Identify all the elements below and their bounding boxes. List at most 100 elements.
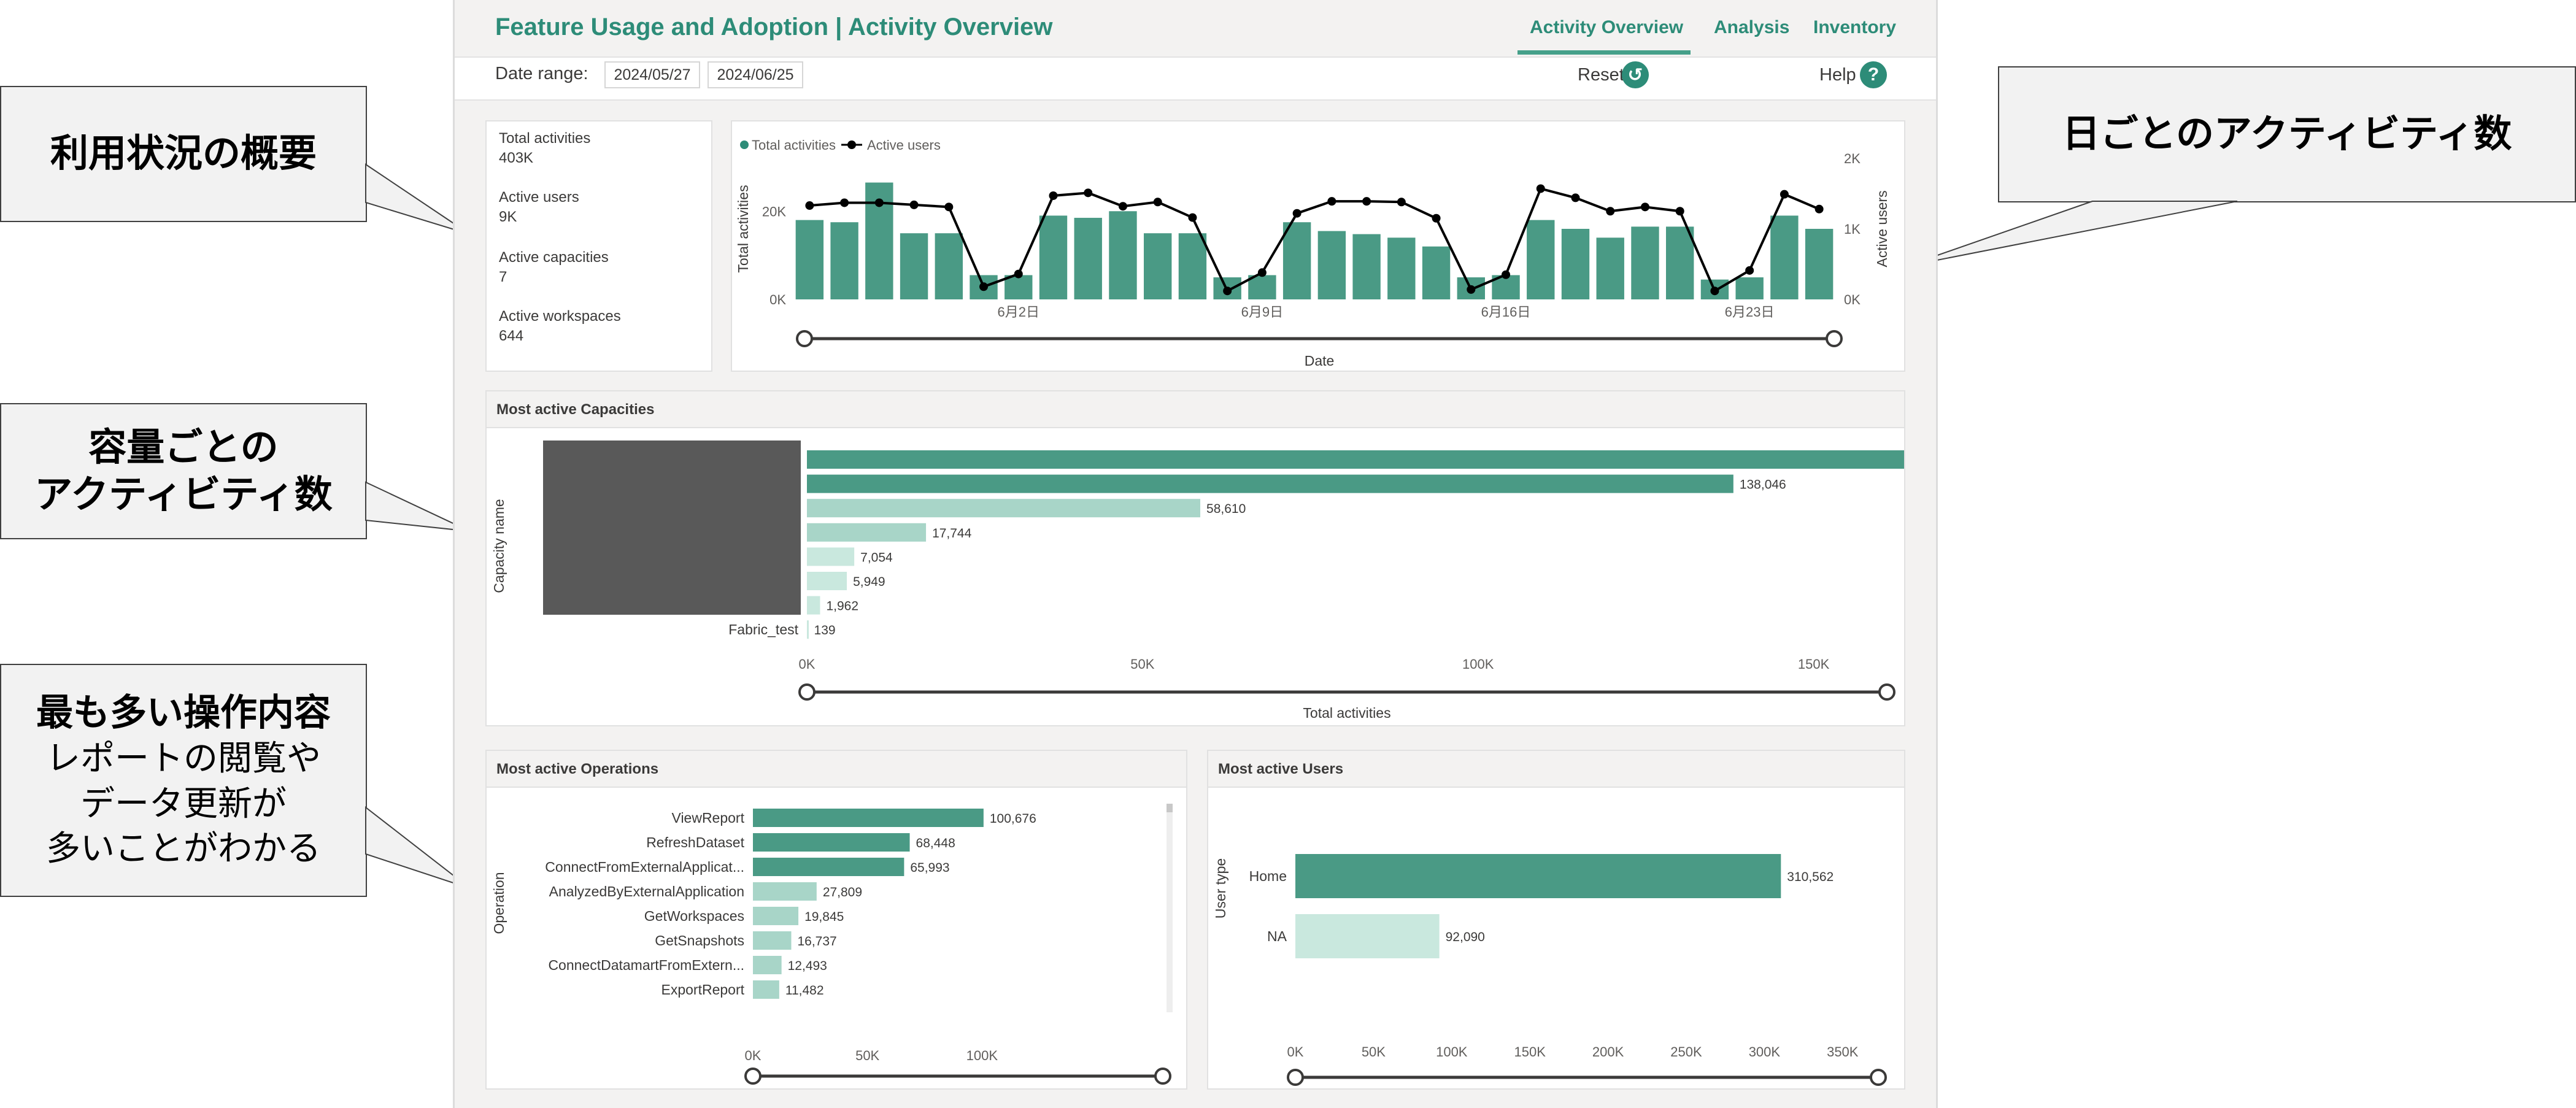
bar-total-activities[interactable]	[1074, 218, 1102, 299]
point-active-users[interactable]	[979, 282, 989, 291]
point-active-users[interactable]	[1084, 188, 1093, 198]
point-active-users[interactable]	[1014, 269, 1023, 279]
capacities-chart[interactable]: 173,148138,04658,61017,7447,0545,9491,96…	[487, 427, 1904, 726]
bar-total-activities[interactable]	[1770, 215, 1799, 299]
bar[interactable]	[807, 523, 927, 542]
point-active-users[interactable]	[840, 198, 849, 207]
category-label: AnalyzedByExternalApplication	[549, 883, 744, 899]
daily-date-slider-handle-start[interactable]	[796, 330, 813, 347]
tab-analysis[interactable]: Analysis	[1714, 17, 1790, 37]
point-active-users[interactable]	[909, 200, 919, 209]
point-active-users[interactable]	[1640, 202, 1649, 212]
bar-total-activities[interactable]	[1248, 275, 1276, 299]
y-right-axis-title: Active users	[1874, 190, 1890, 267]
point-active-users[interactable]	[1118, 202, 1127, 211]
bar[interactable]	[753, 809, 984, 827]
bar[interactable]	[753, 907, 799, 925]
point-active-users[interactable]	[1188, 213, 1197, 222]
bar[interactable]	[807, 499, 1201, 518]
operations-scrollbar-track	[1167, 804, 1173, 1012]
bar-total-activities[interactable]	[1178, 233, 1207, 299]
reset-label[interactable]: Reset	[1578, 65, 1624, 85]
daily-activity-chart[interactable]: Total activities Active users 0K 20K 0K 1K 2K T…	[732, 121, 1904, 371]
point-active-users[interactable]	[1571, 193, 1580, 202]
point-active-users[interactable]	[1153, 198, 1162, 207]
svg-users-slider-handle-start[interactable]	[1287, 1069, 1304, 1086]
point-active-users[interactable]	[1536, 184, 1545, 193]
bar[interactable]	[807, 620, 809, 639]
bar-total-activities[interactable]	[1666, 226, 1694, 299]
bar-total-activities[interactable]	[1527, 220, 1555, 299]
date-start-field[interactable]: 2024/05/27	[604, 61, 700, 88]
svg-cap-slider-handle-end[interactable]	[1878, 683, 1895, 701]
bar[interactable]	[753, 931, 792, 950]
help-label[interactable]: Help	[1819, 65, 1856, 85]
bar-total-activities[interactable]	[830, 222, 858, 299]
bar-total-activities[interactable]	[935, 233, 963, 299]
bar-total-activities[interactable]	[900, 233, 928, 299]
point-active-users[interactable]	[1257, 268, 1267, 277]
bar[interactable]	[753, 956, 782, 974]
bar[interactable]	[807, 572, 847, 590]
operations-scrollbar-thumb[interactable]	[1167, 804, 1173, 812]
bar[interactable]	[807, 450, 1904, 469]
point-active-users[interactable]	[944, 202, 954, 212]
bar-total-activities[interactable]	[1805, 229, 1834, 299]
bar[interactable]	[807, 596, 820, 615]
point-active-users[interactable]	[1606, 207, 1615, 216]
bar-total-activities[interactable]	[1005, 275, 1033, 299]
point-active-users[interactable]	[1780, 190, 1789, 199]
daily-date-slider-handle-end[interactable]	[1826, 330, 1843, 347]
users-chart[interactable]: 310,562 Home 92,090 NA 0K 50K 100K 150K 200K 250K…	[1208, 787, 1904, 1090]
tab-inventory[interactable]: Inventory	[1813, 17, 1897, 37]
bar[interactable]	[753, 833, 910, 852]
bar-total-activities[interactable]	[1387, 237, 1416, 299]
bar[interactable]	[807, 474, 1733, 493]
x-tick: 0K	[745, 1048, 762, 1063]
bar[interactable]	[753, 882, 817, 901]
bar-total-activities[interactable]	[1282, 222, 1311, 299]
point-active-users[interactable]	[1814, 204, 1824, 214]
point-active-users[interactable]	[1223, 287, 1232, 296]
point-active-users[interactable]	[1467, 285, 1476, 294]
bar[interactable]	[1295, 914, 1440, 958]
bar[interactable]	[807, 547, 855, 566]
point-active-users[interactable]	[1362, 197, 1371, 206]
point-active-users[interactable]	[1675, 207, 1684, 216]
operations-chart[interactable]: 100,676 ViewReport 68,448 RefreshDataset 65,…	[487, 787, 1186, 1090]
point-active-users[interactable]	[1292, 209, 1301, 218]
point-active-users[interactable]	[805, 201, 814, 210]
bar-total-activities[interactable]	[1144, 233, 1172, 299]
bar-total-activities[interactable]	[1631, 226, 1659, 299]
bar[interactable]	[1295, 854, 1781, 898]
bar-total-activities[interactable]	[1109, 211, 1137, 299]
bar-total-activities[interactable]	[1596, 237, 1624, 299]
bar-total-activities[interactable]	[795, 220, 824, 299]
svg-cap-slider-handle-start[interactable]	[798, 683, 816, 701]
point-active-users[interactable]	[1049, 191, 1058, 200]
point-active-users[interactable]	[1745, 266, 1754, 275]
bar[interactable]	[753, 980, 779, 999]
point-active-users[interactable]	[1432, 214, 1441, 223]
svg-ops-slider-handle-start[interactable]	[744, 1068, 762, 1085]
bar-total-activities[interactable]	[1352, 234, 1381, 299]
point-active-users[interactable]	[1502, 270, 1511, 279]
reset-arrow-icon[interactable]: ↺	[1622, 61, 1649, 88]
tab-activity-overview[interactable]: Activity Overview	[1530, 17, 1684, 37]
svg-ops-slider-handle-end[interactable]	[1154, 1068, 1171, 1085]
point-active-users[interactable]	[1710, 287, 1719, 296]
bar-total-activities[interactable]	[1735, 277, 1764, 299]
point-active-users[interactable]	[874, 198, 884, 207]
data-label: 17,744	[932, 526, 972, 541]
point-active-users[interactable]	[1397, 198, 1406, 207]
bar-total-activities[interactable]	[1317, 231, 1346, 299]
point-active-users[interactable]	[1327, 197, 1336, 206]
help-question-icon[interactable]: ?	[1860, 61, 1887, 88]
svg-users-slider-handle-end[interactable]	[1870, 1069, 1887, 1086]
date-end-field[interactable]: 2024/06/25	[708, 61, 803, 88]
bar[interactable]	[753, 858, 904, 876]
bar-total-activities[interactable]	[1422, 246, 1451, 299]
bar-total-activities[interactable]	[1561, 229, 1590, 299]
bar-total-activities[interactable]	[1039, 215, 1068, 299]
kpi-label: Active capacities	[499, 249, 609, 266]
